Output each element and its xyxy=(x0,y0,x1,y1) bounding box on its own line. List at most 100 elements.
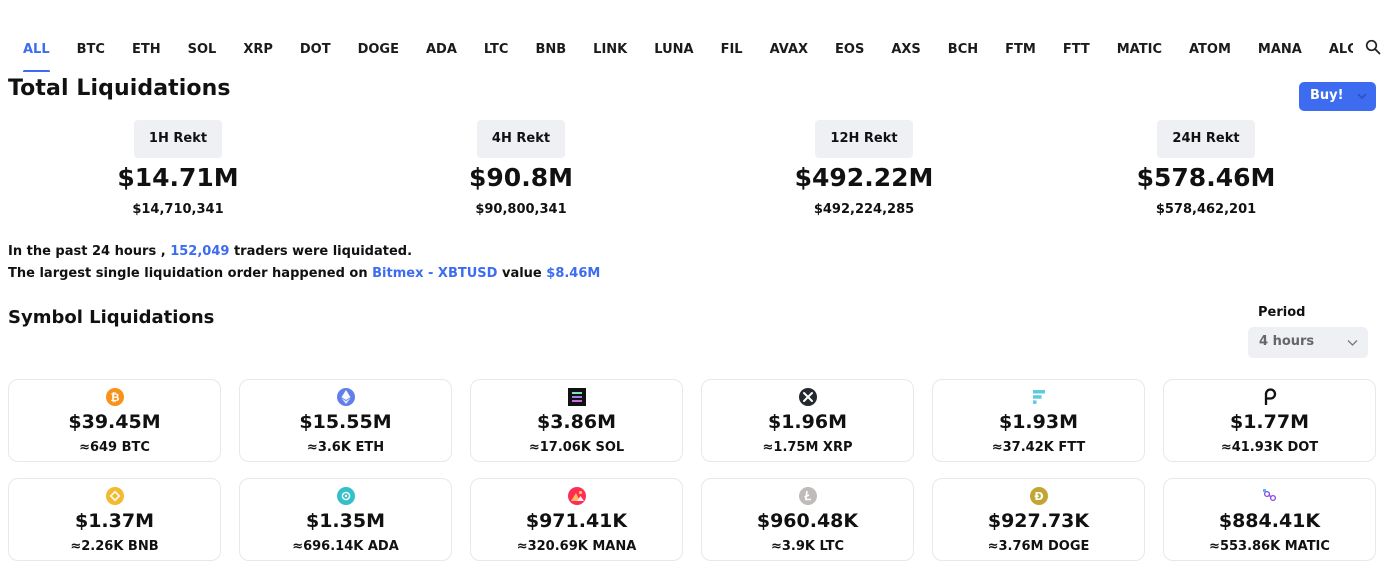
tab-avax[interactable]: AVAX xyxy=(769,42,809,57)
litecoin-icon xyxy=(799,487,817,505)
solana-icon xyxy=(568,388,586,406)
symbol-card-sol[interactable]: $3.86M ≈17.06K SOL xyxy=(470,379,683,462)
card-coin-amount: ≈320.69K MANA xyxy=(516,539,637,554)
symbol-card-ada[interactable]: $1.35M ≈696.14K ADA xyxy=(239,478,452,561)
summary-text: value xyxy=(501,266,542,281)
svg-text:Ð: Ð xyxy=(1034,490,1043,503)
card-coin-amount: ≈649 BTC xyxy=(79,440,150,455)
stat-label: 12H Rekt xyxy=(815,120,913,158)
stat-12h: 12H Rekt $492.22M $492,224,285 xyxy=(714,120,1014,218)
card-liquidation-value: $1.35M xyxy=(305,510,385,532)
summary-text: In the past 24 hours , xyxy=(8,244,166,259)
polkadot-icon xyxy=(1264,388,1277,405)
tab-all[interactable]: ALL xyxy=(14,41,59,72)
tab-mana[interactable]: MANA xyxy=(1257,42,1302,57)
buy-button[interactable]: Buy! xyxy=(1299,82,1376,111)
stat-exact-value: $14,710,341 xyxy=(132,202,224,217)
symbol-card-ltc[interactable]: $960.48K ≈3.9K LTC xyxy=(701,478,914,561)
buy-button-label: Buy! xyxy=(1310,88,1344,103)
summary-line-largest: The largest single liquidation order hap… xyxy=(8,263,600,285)
card-coin-amount: ≈3.6K ETH xyxy=(306,440,385,455)
tab-ftm[interactable]: FTM xyxy=(1005,42,1036,57)
polygon-icon xyxy=(1263,489,1277,502)
dogecoin-icon: Ð xyxy=(1030,487,1048,505)
decentraland-icon xyxy=(568,487,586,505)
symbol-card-dot[interactable]: $1.77M ≈41.93K DOT xyxy=(1163,379,1376,462)
summary-text: The largest single liquidation order hap… xyxy=(8,266,368,281)
stat-exact-value: $578,462,201 xyxy=(1155,202,1257,217)
card-coin-amount: ≈17.06K SOL xyxy=(528,440,625,455)
tab-eos[interactable]: EOS xyxy=(835,42,865,57)
symbol-card-matic[interactable]: $884.41K ≈553.86K MATIC xyxy=(1163,478,1376,561)
tab-sol[interactable]: SOL xyxy=(187,42,217,57)
symbol-card-ftt[interactable]: $1.93M ≈37.42K FTT xyxy=(932,379,1145,462)
tab-ada[interactable]: ADA xyxy=(426,42,457,57)
exchange-link[interactable]: Bitmex - XBTUSD xyxy=(372,266,498,281)
cardano-icon xyxy=(337,487,355,505)
traders-count: 152,049 xyxy=(170,244,230,259)
stat-label: 1H Rekt xyxy=(133,120,223,158)
card-coin-amount: ≈553.86K MATIC xyxy=(1209,539,1330,554)
bitcoin-icon: ₿ xyxy=(106,388,124,406)
tab-bnb[interactable]: BNB xyxy=(535,42,567,57)
bnb-icon xyxy=(106,487,124,505)
tab-fil[interactable]: FIL xyxy=(720,42,743,57)
stat-label: 24H Rekt xyxy=(1157,120,1255,158)
tab-dot[interactable]: DOT xyxy=(299,42,331,57)
card-liquidation-value: $1.77M xyxy=(1229,411,1309,433)
stat-label: 4H Rekt xyxy=(476,120,566,158)
tab-atom[interactable]: ATOM xyxy=(1188,42,1231,57)
tab-btc[interactable]: BTC xyxy=(76,42,105,57)
stat-exact-value: $492,224,285 xyxy=(813,202,915,217)
card-liquidation-value: $971.41K xyxy=(525,510,628,532)
tab-xrp[interactable]: XRP xyxy=(243,42,273,57)
tab-axs[interactable]: AXS xyxy=(891,42,921,57)
card-coin-amount: ≈3.76M DOGE xyxy=(987,539,1090,554)
largest-order-value: $8.46M xyxy=(546,266,601,281)
card-coin-amount: ≈3.9K LTC xyxy=(770,539,845,554)
symbol-card-xrp[interactable]: $1.96M ≈1.75M XRP xyxy=(701,379,914,462)
symbol-card-doge[interactable]: Ð $927.73K ≈3.76M DOGE xyxy=(932,478,1145,561)
card-coin-amount: ≈2.26K BNB xyxy=(70,539,159,554)
symbol-card-mana[interactable]: $971.41K ≈320.69K MANA xyxy=(470,478,683,561)
period-label: Period xyxy=(1258,305,1306,320)
card-coin-amount: ≈1.75M XRP xyxy=(762,440,853,455)
card-coin-amount: ≈41.93K DOT xyxy=(1220,440,1319,455)
tab-link[interactable]: LINK xyxy=(593,42,628,57)
coin-tabs: ALL BTC ETH SOL XRP DOT DOGE ADA LTC BNB LINK LUNA F… xyxy=(14,38,1353,72)
summary-text: traders were liquidated. xyxy=(233,244,413,259)
tab-luna[interactable]: LUNA xyxy=(654,42,694,57)
chevron-down-icon xyxy=(1347,340,1358,346)
card-coin-amount: ≈37.42K FTT xyxy=(991,440,1086,455)
stat-1h: 1H Rekt $14.71M $14,710,341 xyxy=(28,120,328,218)
stat-value: $14.71M xyxy=(117,163,239,192)
tab-eth[interactable]: ETH xyxy=(131,42,161,57)
card-liquidation-value: $1.93M xyxy=(998,411,1078,433)
tab-algo[interactable]: ALGO xyxy=(1328,42,1353,57)
tab-ltc[interactable]: LTC xyxy=(483,42,509,57)
period-value: 4 hours xyxy=(1259,334,1315,349)
card-liquidation-value: $1.96M xyxy=(767,411,847,433)
total-liquidations-title: Total Liquidations xyxy=(8,76,231,101)
stat-24h: 24H Rekt $578.46M $578,462,201 xyxy=(1056,120,1356,218)
tab-doge[interactable]: DOGE xyxy=(357,42,399,57)
svg-text:₿: ₿ xyxy=(111,391,120,404)
card-liquidation-value: $884.41K xyxy=(1218,510,1321,532)
tab-ftt[interactable]: FTT xyxy=(1062,42,1090,57)
stat-value: $578.46M xyxy=(1136,163,1276,192)
symbol-card-eth[interactable]: $15.55M ≈3.6K ETH xyxy=(239,379,452,462)
tab-bch[interactable]: BCH xyxy=(947,42,979,57)
symbol-card-btc[interactable]: ₿ $39.45M ≈649 BTC xyxy=(8,379,221,462)
ethereum-icon xyxy=(337,388,355,406)
card-liquidation-value: $927.73K xyxy=(987,510,1090,532)
card-liquidation-value: $3.86M xyxy=(536,411,616,433)
card-liquidation-value: $39.45M xyxy=(68,411,161,433)
symbol-card-bnb[interactable]: $1.37M ≈2.26K BNB xyxy=(8,478,221,561)
stat-4h: 4H Rekt $90.8M $90,800,341 xyxy=(371,120,671,218)
summary-line-traders: In the past 24 hours , 152,049 traders w… xyxy=(8,241,600,263)
period-select[interactable]: 4 hours xyxy=(1248,327,1368,358)
chevron-down-icon xyxy=(1357,93,1367,100)
search-icon[interactable] xyxy=(1365,39,1381,55)
tab-matic[interactable]: MATIC xyxy=(1116,42,1162,57)
symbol-liquidations-title: Symbol Liquidations xyxy=(8,307,215,328)
